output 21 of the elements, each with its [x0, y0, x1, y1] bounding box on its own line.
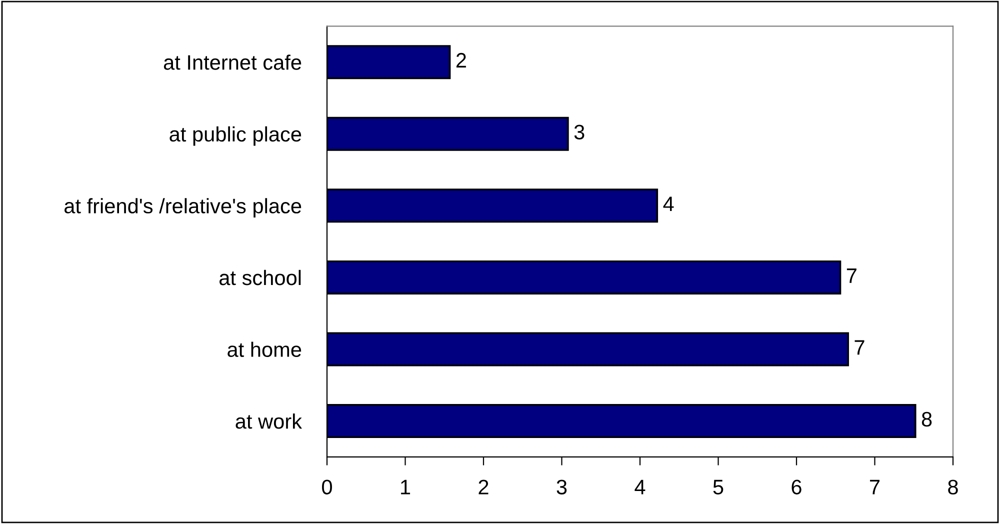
data-label: 4	[663, 196, 674, 212]
x-tick-label: 7	[870, 480, 880, 494]
y-tick-label: at public place	[170, 126, 302, 146]
x-tick-label: 2	[478, 480, 488, 494]
y-tick-label: at work	[236, 413, 302, 429]
x-tick-label: 5	[713, 480, 724, 494]
data-label: 7	[854, 340, 864, 355]
data-label: 8	[922, 412, 932, 427]
data-label: 3	[574, 124, 584, 140]
y-tick-label: at friend's /relative's place	[64, 198, 302, 218]
x-tick-label: 3	[556, 480, 567, 494]
x-tick-label: 8	[948, 480, 958, 494]
x-tick-label: 0	[322, 480, 332, 494]
y-tick-label: at home	[228, 342, 302, 357]
x-tick-label: 4	[634, 480, 646, 494]
y-tick-label: at school	[220, 270, 301, 286]
y-tick-label: at Internet cafe	[164, 54, 302, 70]
x-tick-label: 1	[401, 480, 410, 494]
data-label: 7	[846, 268, 856, 283]
x-tick-label: 6	[792, 480, 802, 494]
data-label: 2	[456, 52, 466, 68]
